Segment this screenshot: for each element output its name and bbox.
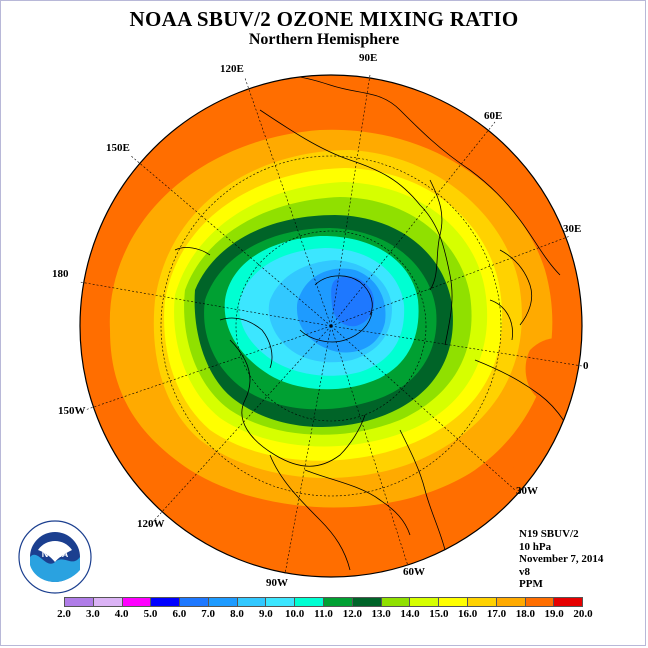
colorbar-tick-label: 6.0	[172, 608, 187, 620]
colorbar-swatch	[381, 598, 411, 606]
colorbar-tick-label: 7.0	[201, 608, 216, 620]
lon-label-150w: 150W	[58, 405, 86, 417]
map-boundary	[79, 74, 583, 578]
colorbar-labels: 2.0 3.0 4.0 5.0 6.0 7.0 8.0 9.0 10.0 11.0 12.0 13.0…	[57, 608, 593, 622]
lon-label-60e: 60E	[484, 110, 503, 122]
version-label: v8	[519, 565, 530, 578]
colorbar-tick-label: 19.0	[544, 608, 564, 620]
colorbar-swatch	[525, 598, 555, 606]
colorbar-swatch	[295, 598, 325, 606]
colorbar-swatch	[208, 598, 238, 606]
colorbar-swatch	[324, 598, 353, 606]
lon-label-120e: 120E	[220, 63, 244, 75]
lon-label-60w: 60W	[403, 566, 425, 578]
colorbar-swatch	[496, 598, 526, 606]
colorbar-swatch	[266, 598, 296, 606]
colorbar-swatch	[352, 598, 382, 606]
lon-label-90w: 90W	[266, 577, 288, 589]
colorbar-tick-label: 11.0	[314, 608, 333, 620]
colorbar-tick-label: 15.0	[429, 608, 449, 620]
lon-label-180: 180	[52, 268, 69, 280]
colorbar-tick-label: 14.0	[400, 608, 420, 620]
colorbar-tick-label: 2.0	[57, 608, 71, 620]
satellite-label: N19 SBUV/2	[519, 528, 579, 540]
colorbar-tick-label: 12.0	[342, 608, 362, 620]
colorbar-swatch	[554, 598, 583, 606]
colorbar-tick-label: 4.0	[114, 608, 129, 620]
info-block: N19 SBUV/2 10 hPa November 7, 2014 v8 PP…	[519, 528, 603, 591]
units-label: PPM	[519, 578, 543, 590]
logo-text: NOAA	[42, 549, 69, 559]
colorbar-tick-label: 3.0	[85, 608, 100, 620]
lon-label-120w: 120W	[137, 518, 165, 530]
colorbar	[64, 597, 583, 607]
band-5-6	[331, 276, 375, 327]
colorbar-tick-label: 17.0	[486, 608, 507, 620]
colorbar-swatch	[467, 598, 497, 606]
colorbar-tick-label: 8.0	[230, 608, 244, 620]
map-subtitle: Northern Hemisphere	[248, 31, 400, 48]
colorbar-swatch	[410, 598, 440, 606]
colorbar-tick-label: 13.0	[371, 608, 391, 620]
colorbar-swatch	[439, 598, 468, 606]
lon-label-30e: 30E	[563, 223, 582, 235]
lon-label-90e: 90E	[359, 52, 378, 64]
colorbar-tick-label: 18.0	[515, 608, 535, 620]
colorbar-swatch	[237, 598, 267, 606]
colorbar-swatch	[180, 598, 209, 606]
map-title: NOAA SBUV/2 OZONE MIXING RATIO	[129, 7, 519, 31]
colorbar-swatch	[122, 598, 152, 606]
coastlines	[174, 75, 581, 571]
noaa-logo: NOAA	[18, 520, 92, 594]
date-label: November 7, 2014	[519, 553, 604, 565]
colorbar-tick-label: 20.0	[573, 608, 593, 620]
graticule	[79, 74, 583, 575]
colorbar-tick-label: 9.0	[258, 608, 273, 620]
lon-label-30w: 30W	[516, 485, 538, 497]
colorbar-swatch	[93, 598, 123, 606]
colorbar-tick-label: 16.0	[458, 608, 478, 620]
colorbar-swatch	[151, 598, 181, 606]
colorbar-tick-label: 10.0	[285, 608, 305, 620]
lon-label-0: 0	[583, 360, 589, 372]
colorbar-tick-label: 5.0	[143, 608, 158, 620]
colorbar-swatch	[65, 598, 94, 606]
pressure-level-label: 10 hPa	[519, 540, 552, 553]
lon-label-150e: 150E	[106, 142, 130, 154]
